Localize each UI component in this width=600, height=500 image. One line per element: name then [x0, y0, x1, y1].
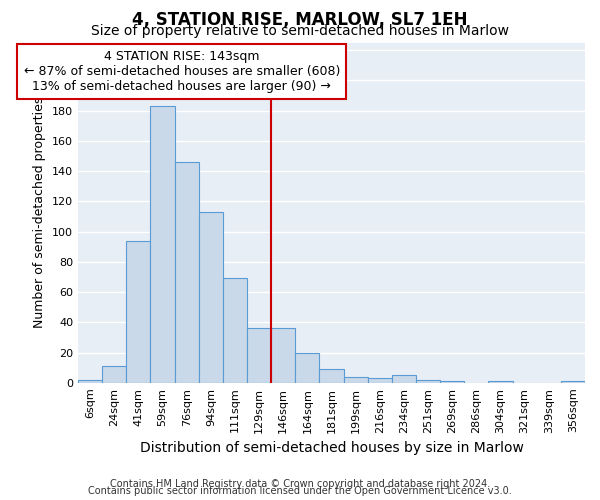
- Text: Contains HM Land Registry data © Crown copyright and database right 2024.: Contains HM Land Registry data © Crown c…: [110, 479, 490, 489]
- Text: 4, STATION RISE, MARLOW, SL7 1EH: 4, STATION RISE, MARLOW, SL7 1EH: [132, 11, 468, 29]
- Bar: [319, 369, 344, 383]
- Bar: [102, 366, 126, 383]
- Bar: [488, 382, 512, 383]
- Bar: [78, 380, 102, 383]
- Bar: [344, 377, 368, 383]
- Bar: [561, 382, 585, 383]
- Text: 4 STATION RISE: 143sqm
← 87% of semi-detached houses are smaller (608)
13% of se: 4 STATION RISE: 143sqm ← 87% of semi-det…: [23, 50, 340, 93]
- Bar: [126, 240, 151, 383]
- Bar: [247, 328, 271, 383]
- Bar: [271, 328, 295, 383]
- Bar: [295, 352, 319, 383]
- Bar: [199, 212, 223, 383]
- Bar: [392, 375, 416, 383]
- Bar: [368, 378, 392, 383]
- Bar: [223, 278, 247, 383]
- Bar: [440, 382, 464, 383]
- Bar: [175, 162, 199, 383]
- Bar: [416, 380, 440, 383]
- Bar: [151, 106, 175, 383]
- Y-axis label: Number of semi-detached properties: Number of semi-detached properties: [34, 97, 46, 328]
- Text: Contains public sector information licensed under the Open Government Licence v3: Contains public sector information licen…: [88, 486, 512, 496]
- Text: Size of property relative to semi-detached houses in Marlow: Size of property relative to semi-detach…: [91, 24, 509, 38]
- X-axis label: Distribution of semi-detached houses by size in Marlow: Distribution of semi-detached houses by …: [140, 441, 523, 455]
